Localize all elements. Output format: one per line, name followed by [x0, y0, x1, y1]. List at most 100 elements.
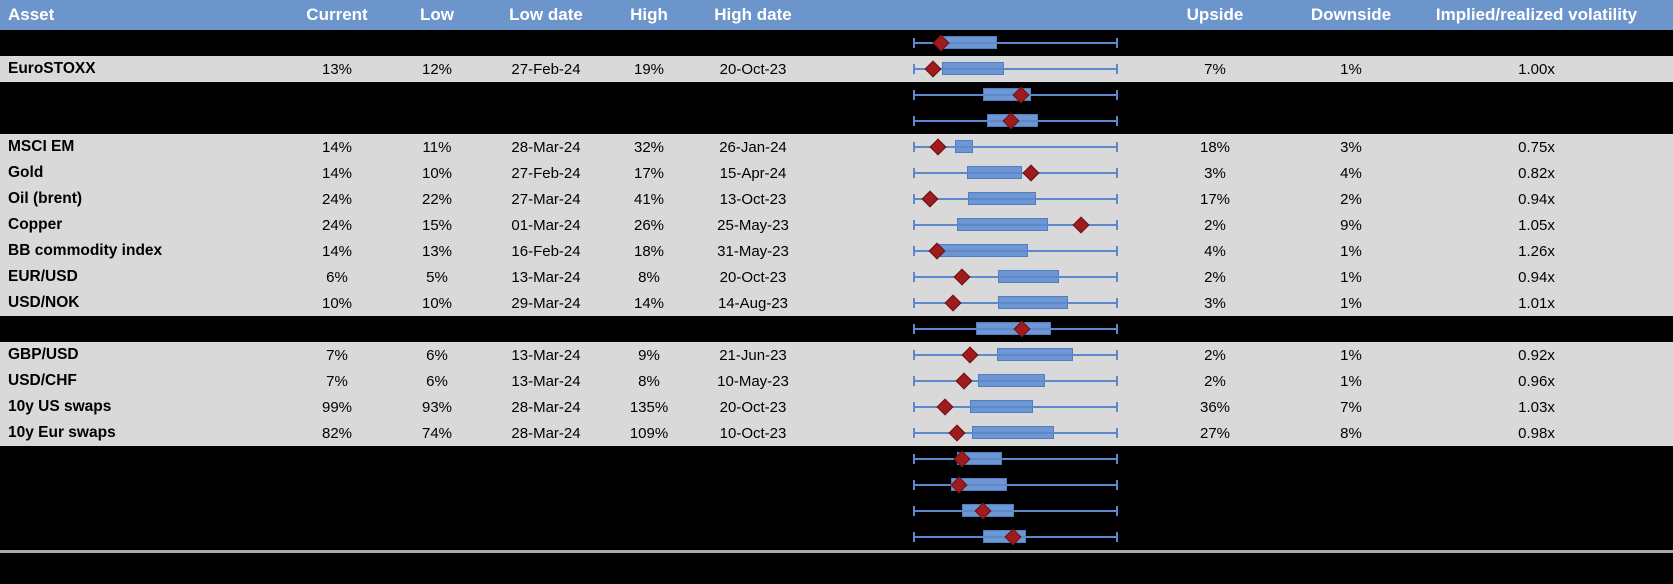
- cell-current: 24%: [321, 190, 353, 208]
- col-header-low: Low: [420, 5, 454, 24]
- current-level-diamond-icon: [944, 294, 962, 312]
- cell-downside: 8%: [1340, 424, 1362, 442]
- cell-asset: GBP/USD: [8, 346, 79, 363]
- whisker-line: [913, 198, 1118, 200]
- whisker-line: [913, 172, 1118, 174]
- cell-downside: 2%: [1340, 190, 1362, 208]
- cell-downside: 4%: [1340, 164, 1362, 182]
- volatility-range-boxplot: [808, 264, 1128, 290]
- cell-upside: 2%: [1204, 372, 1226, 390]
- volatility-range-boxplot: [808, 368, 1128, 394]
- cell-current: 13%: [321, 60, 353, 78]
- asset-row: BB commodity index 14% 13% 16-Feb-24 18% 31-M…: [0, 238, 1673, 264]
- cell-high-date: 10-Oct-23: [719, 424, 787, 442]
- cell-high: 32%: [633, 138, 665, 156]
- volatility-range-boxplot: [808, 186, 1128, 212]
- cell-high: 26%: [633, 216, 665, 234]
- cell-current: 24%: [321, 216, 353, 234]
- whisker-line: [913, 510, 1118, 512]
- current-level-diamond-icon: [948, 424, 966, 442]
- current-level-diamond-icon: [924, 60, 942, 78]
- range-plot: [913, 342, 1118, 368]
- range-plot: [913, 472, 1118, 498]
- bottom-divider-line: [0, 550, 1673, 553]
- range-plot: [913, 368, 1118, 394]
- cell-high: 9%: [638, 346, 660, 364]
- cell-current: 14%: [321, 242, 353, 260]
- cell-high-date: 14-Aug-23: [717, 294, 789, 312]
- volatility-range-boxplot: [808, 472, 1128, 498]
- cell-asset: Copper: [8, 216, 63, 233]
- volatility-range-boxplot: [808, 212, 1128, 238]
- current-level-diamond-icon: [1072, 216, 1090, 234]
- spacer-chart-row: [0, 30, 1673, 56]
- cell-implied-realized: 0.94x: [1518, 190, 1555, 208]
- cell-downside: 7%: [1340, 398, 1362, 416]
- cell-upside: 27%: [1199, 424, 1231, 442]
- range-plot: [913, 446, 1118, 472]
- cell-upside: 3%: [1204, 294, 1226, 312]
- table-header-row: Asset Current Low Low date High High dat…: [0, 0, 1673, 30]
- asset-row: Copper 24% 15% 01-Mar-24 26% 25-May-23 2% 9% 1.0…: [0, 212, 1673, 238]
- current-level-diamond-icon: [955, 372, 973, 390]
- cell-upside: 2%: [1204, 216, 1226, 234]
- current-level-diamond-icon: [929, 138, 947, 156]
- cell-current: 6%: [326, 268, 348, 286]
- cell-low: 12%: [421, 60, 453, 78]
- cell-asset: EUR/USD: [8, 268, 78, 285]
- volatility-range-boxplot: [808, 498, 1128, 524]
- cell-downside: 3%: [1340, 138, 1362, 156]
- cell-low: 93%: [421, 398, 453, 416]
- spacer-chart-row: [0, 108, 1673, 134]
- volatility-range-boxplot: [808, 30, 1128, 56]
- spacer-chart-row: [0, 446, 1673, 472]
- whisker-line: [913, 302, 1118, 304]
- cell-asset: 10y US swaps: [8, 398, 112, 415]
- cell-implied-realized: 0.92x: [1518, 346, 1555, 364]
- footer-black-band: [0, 553, 1673, 584]
- asset-row: GBP/USD 7% 6% 13-Mar-24 9% 21-Jun-23 2% 1% 0.92x: [0, 342, 1673, 368]
- cell-high-date: 10-May-23: [717, 372, 789, 390]
- whisker-line: [913, 484, 1118, 486]
- volatility-range-boxplot: [808, 290, 1128, 316]
- cell-upside: 2%: [1204, 268, 1226, 286]
- cell-high-date: 20-Oct-23: [719, 398, 787, 416]
- range-plot: [913, 134, 1118, 160]
- cell-low: 15%: [421, 216, 453, 234]
- whisker-line: [913, 354, 1118, 356]
- volatility-range-boxplot: [808, 238, 1128, 264]
- cell-implied-realized: 0.98x: [1518, 424, 1555, 442]
- range-plot: [913, 82, 1118, 108]
- cell-upside: 36%: [1199, 398, 1231, 416]
- cell-low-date: 01-Mar-24: [511, 216, 581, 234]
- cell-current: 82%: [321, 424, 353, 442]
- asset-row: USD/CHF 7% 6% 13-Mar-24 8% 10-May-23 2% 1% 0.96x: [0, 368, 1673, 394]
- range-plot: [913, 30, 1118, 56]
- cell-high-date: 25-May-23: [717, 216, 789, 234]
- cell-high: 8%: [638, 268, 660, 286]
- asset-row: USD/NOK 10% 10% 29-Mar-24 14% 14-Aug-23 3% 1% 1.…: [0, 290, 1673, 316]
- cell-high: 109%: [629, 424, 669, 442]
- cell-low: 11%: [422, 138, 452, 156]
- cell-downside: 1%: [1340, 242, 1362, 260]
- whisker-line: [913, 250, 1118, 252]
- cell-low-date: 29-Mar-24: [511, 294, 581, 312]
- whisker-line: [913, 432, 1118, 434]
- cell-high: 19%: [633, 60, 665, 78]
- col-header-current: Current: [306, 5, 368, 24]
- cell-upside: 17%: [1199, 190, 1231, 208]
- cell-low-date: 28-Mar-24: [511, 424, 581, 442]
- cell-asset: EuroSTOXX: [8, 60, 96, 77]
- cell-implied-realized: 1.00x: [1518, 60, 1555, 78]
- volatility-range-boxplot: [808, 134, 1128, 160]
- whisker-line: [913, 68, 1118, 70]
- spacer-chart-row: [0, 498, 1673, 524]
- volatility-range-boxplot: [808, 394, 1128, 420]
- current-level-diamond-icon: [936, 398, 954, 416]
- cell-implied-realized: 0.82x: [1518, 164, 1555, 182]
- cell-upside: 7%: [1204, 60, 1226, 78]
- cell-downside: 1%: [1340, 294, 1362, 312]
- cell-downside: 1%: [1340, 268, 1362, 286]
- current-level-diamond-icon: [961, 346, 979, 364]
